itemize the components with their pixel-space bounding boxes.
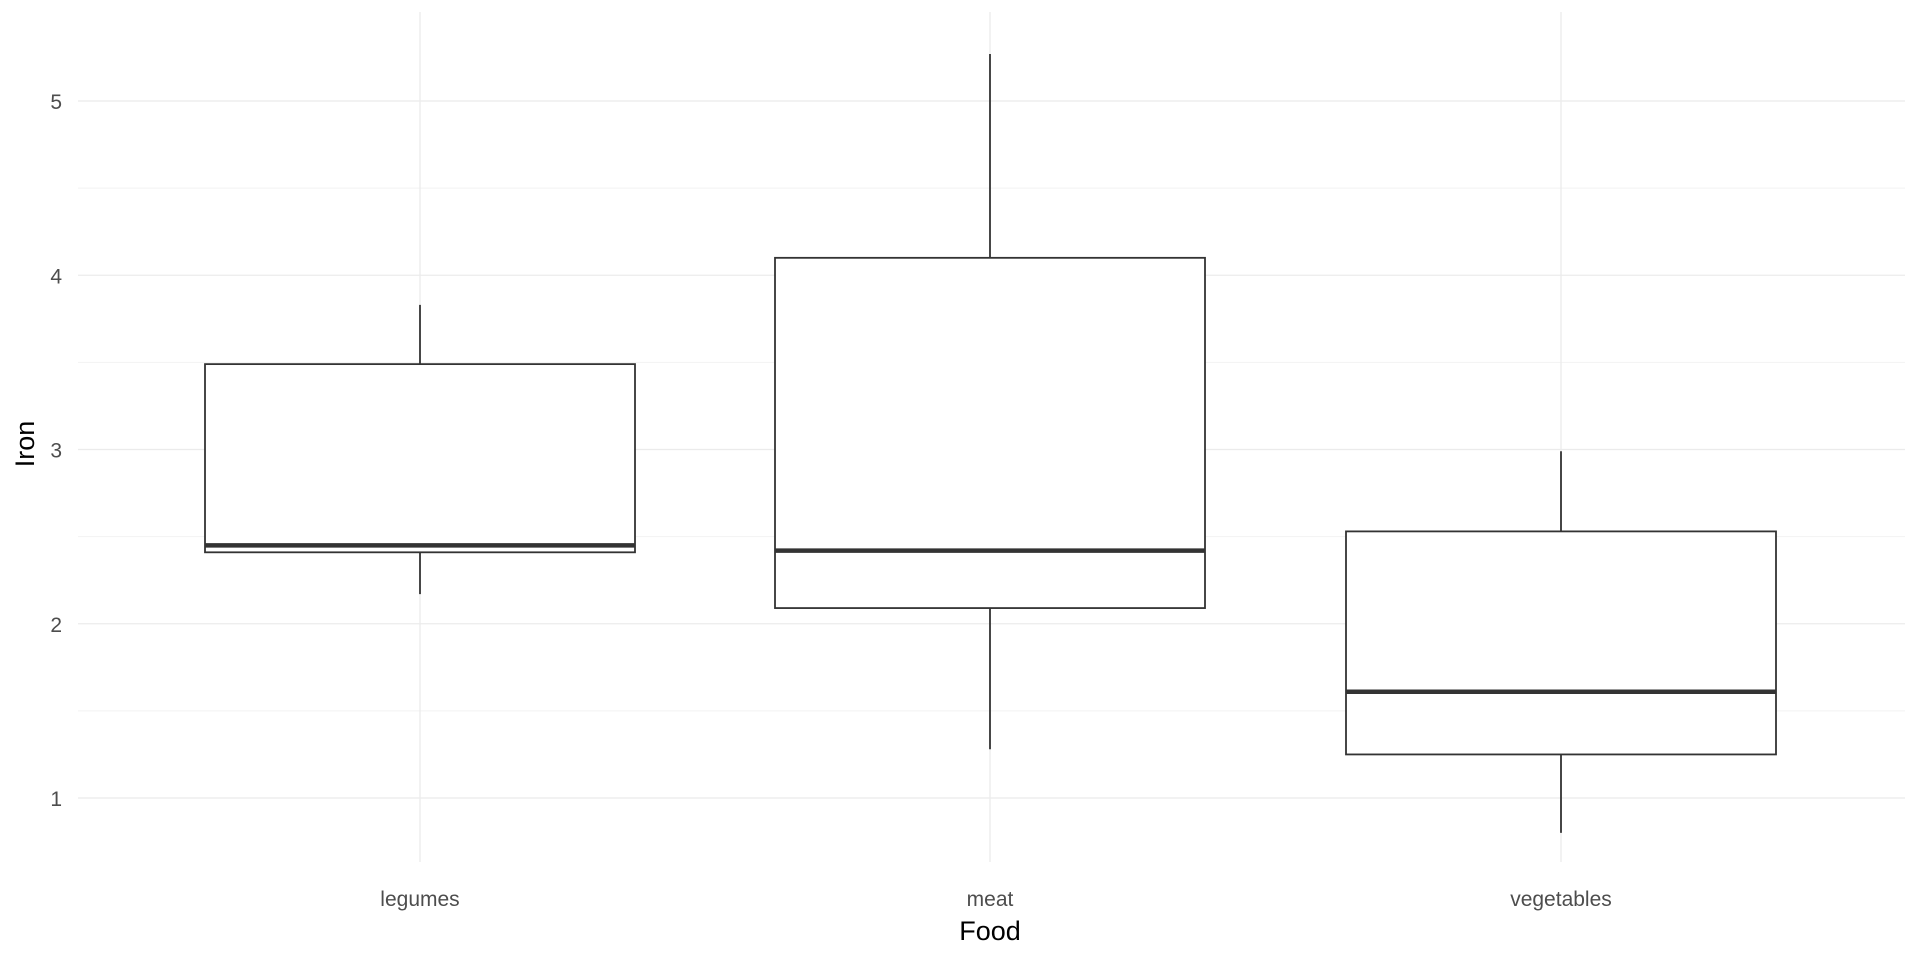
- x-tick-label: meat: [967, 888, 1014, 911]
- box-vegetables: [1345, 451, 1777, 833]
- y-tick-label: 3: [50, 440, 62, 463]
- x-axis-tick-labels: legumes meat vegetables: [380, 888, 1611, 911]
- box-iqr: [774, 256, 1206, 609]
- y-axis-tick-labels: 1 2 3 4 5: [50, 91, 62, 811]
- y-tick-label: 2: [50, 614, 62, 637]
- x-axis-title: Food: [959, 916, 1021, 946]
- box-iqr: [1345, 530, 1777, 756]
- box-series: [204, 53, 1777, 833]
- box-meat: [774, 53, 1206, 750]
- x-tick-label: vegetables: [1510, 888, 1612, 911]
- box-legumes: [204, 304, 636, 595]
- y-tick-label: 1: [50, 788, 62, 811]
- x-tick-label: legumes: [380, 888, 459, 911]
- y-tick-label: 5: [50, 91, 62, 114]
- y-axis-title: Iron: [10, 421, 40, 468]
- y-tick-label: 4: [50, 265, 62, 288]
- box-iqr: [204, 363, 636, 554]
